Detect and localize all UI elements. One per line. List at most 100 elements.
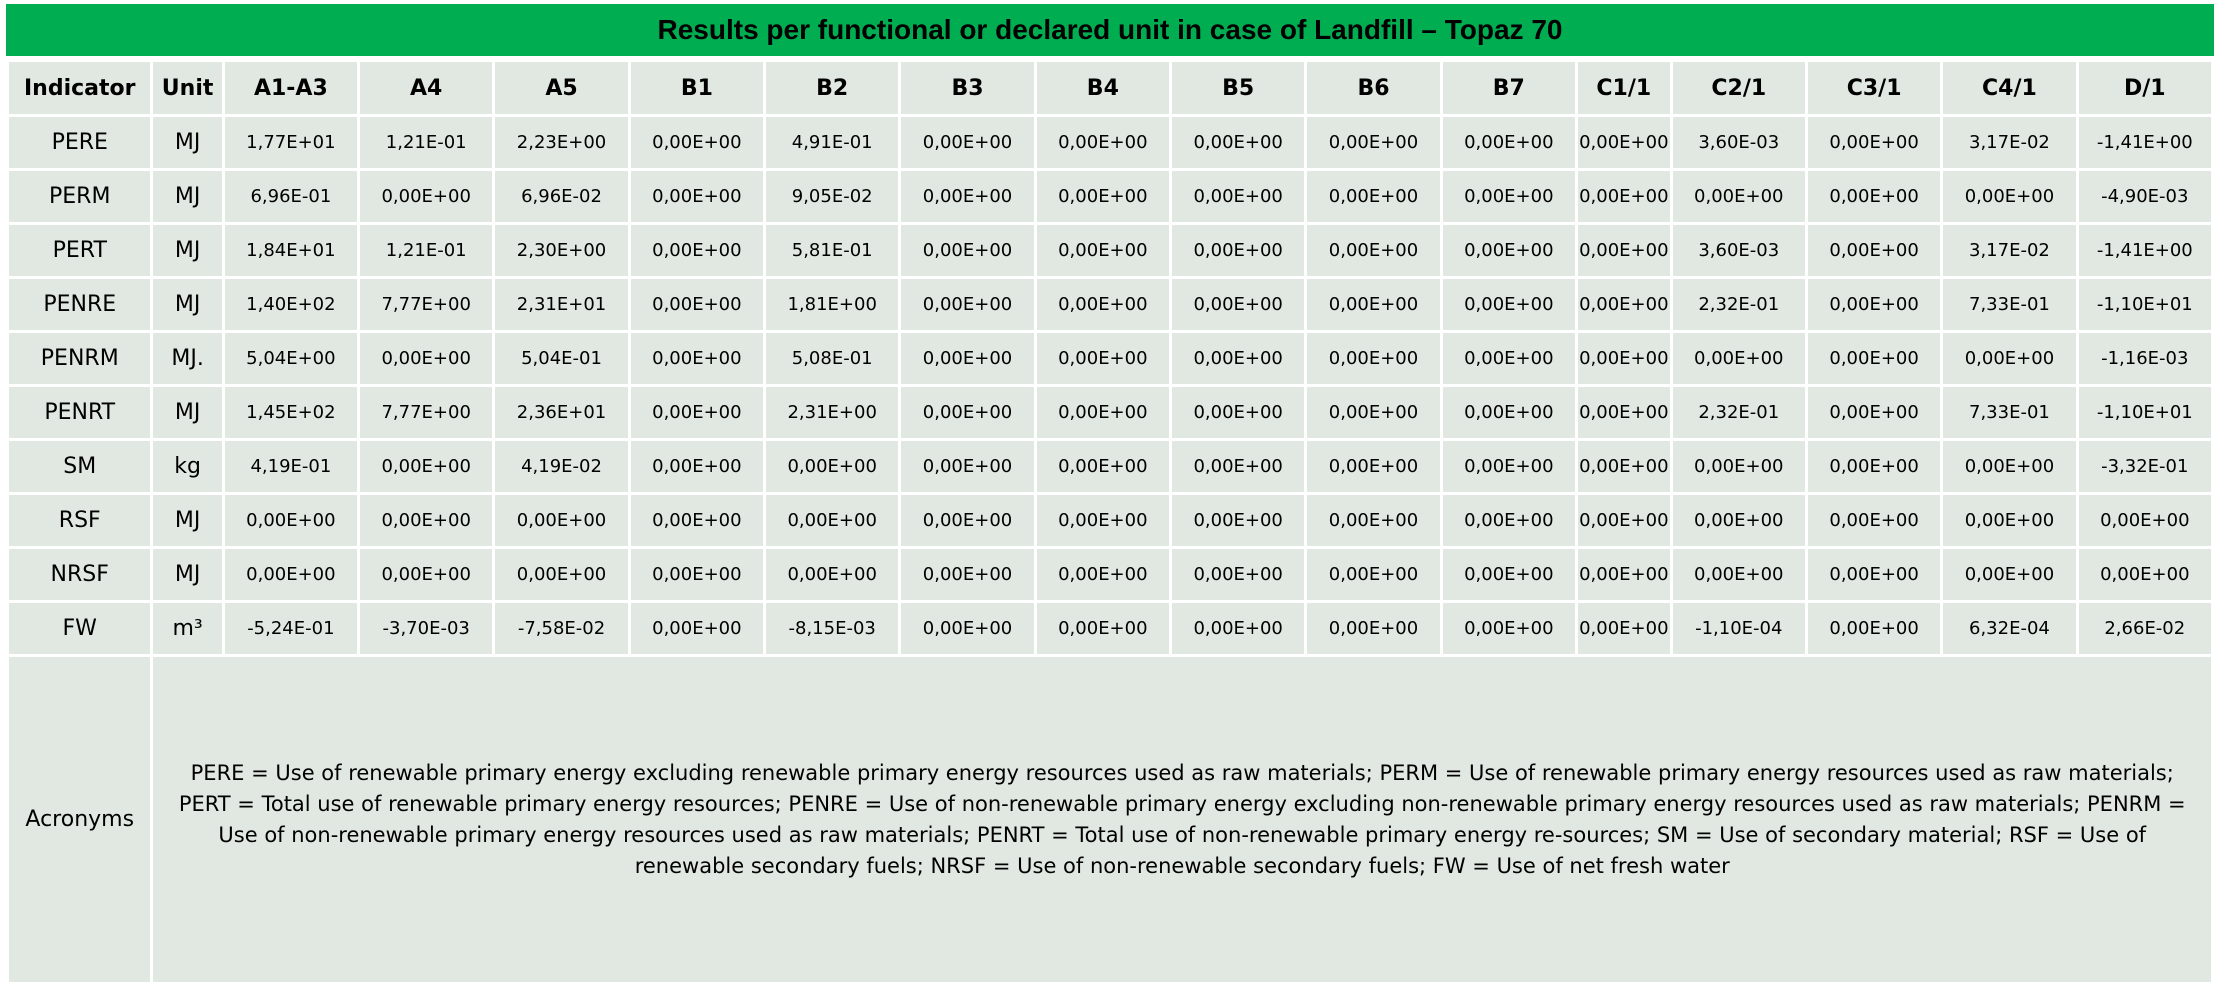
value-cell: 0,00E+00 (1574, 276, 1673, 333)
header-row: Indicator Unit A1-A3 A4 A5 B1 B2 B3 B4 B… (5, 59, 2215, 117)
value-cell: 0,00E+00 (898, 438, 1037, 495)
value-cell: 0,00E+00 (1940, 546, 2079, 603)
value-cell: 0,00E+00 (1304, 330, 1443, 387)
indicator-cell: PERT (5, 222, 154, 279)
table-row: FW m³ -5,24E-01 -3,70E-03 -7,58E-02 0,00E+00-… (5, 600, 2215, 657)
value-cell: 4,91E-01 (763, 114, 902, 171)
value-cell: 0,00E+00 (1804, 546, 1944, 603)
value-cell: 0,00E+00 (1804, 168, 1944, 225)
value-cell: 0,00E+00 (1304, 168, 1443, 225)
value-cell: 0,00E+00 (1804, 384, 1944, 441)
value-cell: 0,00E+00 (221, 492, 361, 549)
unit-cell: MJ (150, 276, 225, 333)
header-cell: Unit (150, 59, 225, 117)
value-cell: 0,00E+00 (1439, 492, 1578, 549)
value-cell: 1,21E-01 (357, 222, 496, 279)
indicator-cell: PENRE (5, 276, 154, 333)
value-cell: 0,00E+00 (1033, 492, 1173, 549)
value-cell: 0,00E+00 (357, 492, 496, 549)
value-cell: 5,04E-01 (492, 330, 631, 387)
value-cell: 0,00E+00 (1168, 276, 1308, 333)
value-cell: 4,19E-02 (492, 438, 631, 495)
value-cell: 7,77E+00 (357, 276, 496, 333)
value-cell: 0,00E+00 (492, 492, 631, 549)
value-cell: 0,00E+00 (1033, 114, 1173, 171)
value-cell: -1,10E+01 (2075, 276, 2215, 333)
value-cell: -4,90E-03 (2075, 168, 2215, 225)
header-cell: C3/1 (1804, 59, 1944, 117)
value-cell: 0,00E+00 (1304, 546, 1443, 603)
value-cell: 2,23E+00 (492, 114, 631, 171)
value-cell: 0,00E+00 (763, 438, 902, 495)
header-cell: B6 (1304, 59, 1443, 117)
value-cell: 1,84E+01 (221, 222, 361, 279)
table-row: PERE MJ 1,77E+01 1,21E-01 2,23E+00 0,00E+00 4,… (5, 114, 2215, 171)
value-cell: 0,00E+00 (1168, 114, 1308, 171)
value-cell: 0,00E+00 (1033, 600, 1173, 657)
value-cell: 7,33E-01 (1940, 384, 2079, 441)
value-cell: -1,10E-04 (1669, 600, 1808, 657)
value-cell: 0,00E+00 (627, 222, 767, 279)
value-cell: 7,33E-01 (1940, 276, 2079, 333)
value-cell: 0,00E+00 (898, 222, 1037, 279)
unit-cell: MJ (150, 114, 225, 171)
value-cell: 1,45E+02 (221, 384, 361, 441)
table-row: SM kg 4,19E-01 0,00E+00 4,19E-02 0,00E+00 0,00… (5, 438, 2215, 495)
value-cell: 0,00E+00 (1804, 114, 1944, 171)
value-cell: 0,00E+00 (1804, 492, 1944, 549)
header-cell: B7 (1439, 59, 1578, 117)
unit-cell: MJ (150, 492, 225, 549)
value-cell: 0,00E+00 (1804, 330, 1944, 387)
value-cell: 0,00E+00 (1574, 492, 1673, 549)
value-cell: 0,00E+00 (1304, 384, 1443, 441)
value-cell: 0,00E+00 (1168, 492, 1308, 549)
value-cell: 0,00E+00 (898, 276, 1037, 333)
value-cell: -1,41E+00 (2075, 114, 2215, 171)
value-cell: 0,00E+00 (357, 168, 496, 225)
header-cell: A4 (357, 59, 496, 117)
value-cell: 0,00E+00 (627, 276, 767, 333)
value-cell: 0,00E+00 (627, 330, 767, 387)
value-cell: 0,00E+00 (2075, 492, 2215, 549)
table-row: PERM MJ 6,96E-01 0,00E+00 6,96E-02 0,00E+00 9,… (5, 168, 2215, 225)
value-cell: 0,00E+00 (1168, 222, 1308, 279)
value-cell: 0,00E+00 (1439, 600, 1578, 657)
value-cell: 2,32E-01 (1669, 276, 1808, 333)
acronyms-row: Acronyms PERE = Use of renewable primary… (5, 654, 2214, 985)
value-cell: 0,00E+00 (627, 168, 767, 225)
indicator-cell: RSF (5, 492, 154, 549)
value-cell: 0,00E+00 (1574, 168, 1673, 225)
value-cell: 1,21E-01 (357, 114, 496, 171)
value-cell: 0,00E+00 (1033, 546, 1173, 603)
value-cell: 0,00E+00 (627, 492, 767, 549)
value-cell: 7,77E+00 (357, 384, 496, 441)
value-cell: 0,00E+00 (2075, 546, 2215, 603)
value-cell: 0,00E+00 (357, 330, 496, 387)
value-cell: 0,00E+00 (1304, 438, 1443, 495)
value-cell: 0,00E+00 (1168, 330, 1308, 387)
value-cell: 0,00E+00 (1439, 168, 1578, 225)
header-cell: C1/1 (1574, 59, 1673, 117)
value-cell: 0,00E+00 (1033, 222, 1173, 279)
value-cell: 3,17E-02 (1940, 222, 2079, 279)
value-cell: -1,10E+01 (2075, 384, 2215, 441)
value-cell: 0,00E+00 (1669, 492, 1808, 549)
value-cell: 2,31E+00 (763, 384, 902, 441)
value-cell: 0,00E+00 (1304, 114, 1443, 171)
value-cell: 0,00E+00 (1940, 492, 2079, 549)
value-cell: 0,00E+00 (1439, 546, 1578, 603)
value-cell: 2,31E+01 (492, 276, 631, 333)
table-row: NRSF MJ 0,00E+00 0,00E+00 0,00E+00 0,00E+00 0,… (5, 546, 2215, 603)
value-cell: 3,60E-03 (1669, 114, 1808, 171)
table-row: PENRE MJ 1,40E+02 7,77E+00 2,31E+01 0,00E+00 1… (5, 276, 2215, 333)
value-cell: 0,00E+00 (492, 546, 631, 603)
value-cell: 0,00E+00 (1574, 222, 1673, 279)
value-cell: 0,00E+00 (1439, 276, 1578, 333)
unit-cell: MJ (150, 222, 225, 279)
value-cell: 0,00E+00 (898, 168, 1037, 225)
unit-cell: MJ (150, 546, 225, 603)
results-body: PERE MJ 1,77E+01 1,21E-01 2,23E+00 0,00E+00 4,… (5, 114, 2215, 657)
value-cell: 0,00E+00 (1669, 438, 1808, 495)
header-cell: B4 (1033, 59, 1173, 117)
value-cell: 2,32E-01 (1669, 384, 1808, 441)
